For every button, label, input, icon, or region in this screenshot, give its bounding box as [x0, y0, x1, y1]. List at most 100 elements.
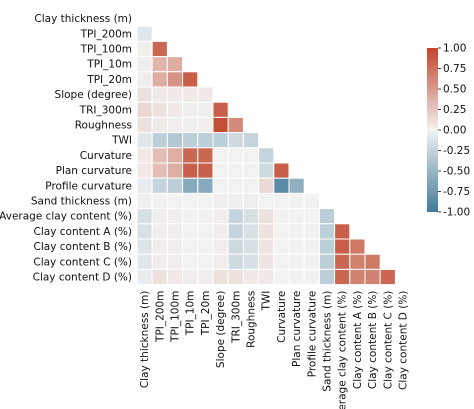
colorbar: 1.00 0.75 0.50 0.25 0.00 -0.25 -0.50 -0.75 -1.00 [427, 43, 470, 219]
column-label-tpi-20m: TPI_20m [200, 291, 212, 337]
heatmap-cell-15-11 [303, 238, 320, 255]
row-label-sand-thickness-m: Sand thickness (m) [31, 196, 132, 208]
heatmap-cell-6-3 [182, 101, 199, 118]
heatmap-cell-11-4 [197, 177, 214, 194]
heatmap-cell-10-1 [151, 162, 168, 179]
heatmap-cell-14-6 [227, 223, 244, 240]
heatmap-cell-13-11 [303, 208, 320, 225]
heatmap-cell-13-12 [318, 208, 336, 225]
heatmap-cell-12-7 [242, 192, 260, 210]
heatmap-cell-5-3 [182, 86, 199, 103]
heatmap-cell-10-0 [136, 162, 153, 179]
heatmap-cell-15-13 [334, 238, 351, 255]
heatmap-cell-17-15 [364, 268, 381, 286]
heatmap-cell-4-1 [151, 71, 168, 88]
heatmap-cell-9-7 [242, 147, 260, 164]
heatmap-cell-8-2 [166, 132, 184, 149]
heatmap-cell-15-6 [227, 238, 244, 255]
row-label-clay-content-d: Clay content D (%) [33, 272, 132, 284]
heatmap-cell-4-2 [166, 71, 184, 88]
heatmap-cell-13-7 [242, 208, 260, 225]
heatmap-cell-17-14 [349, 268, 366, 286]
heatmap-cell-7-0 [136, 116, 153, 134]
heatmap-cell-17-0 [136, 268, 153, 286]
colorbar-tick-label: 0.50 [443, 84, 466, 96]
heatmap-cell-14-2 [166, 223, 184, 240]
heatmap-cell-9-1 [151, 147, 168, 164]
row-label-roughness: Roughness [75, 120, 132, 132]
column-label-tri-300m: TRI_300m [230, 291, 242, 344]
heatmap-cell-11-9 [273, 177, 290, 194]
heatmap-cell-6-5 [212, 101, 229, 118]
heatmap-cell-11-5 [212, 177, 229, 194]
heatmap-cell-2-1 [151, 40, 168, 58]
heatmap-cell-6-2 [166, 101, 184, 118]
heatmap-cell-17-6 [227, 268, 244, 286]
heatmap-cell-16-9 [273, 253, 290, 270]
heatmap-cell-17-8 [258, 268, 275, 286]
heatmap-cell-8-7 [242, 132, 260, 149]
heatmap-cell-10-3 [182, 162, 199, 179]
heatmap-cell-16-6 [227, 253, 244, 270]
row-label-profile-curvature: Profile curvature [45, 180, 132, 192]
heatmap-cell-2-0 [136, 40, 153, 58]
heatmap-cell-17-5 [212, 268, 229, 286]
heatmap-cell-15-14 [349, 238, 366, 255]
heatmap-cell-14-0 [136, 223, 153, 240]
heatmap-cell-6-0 [136, 101, 153, 118]
heatmap-cell-17-1 [151, 268, 168, 286]
column-label-twi: TWI [261, 291, 273, 312]
heatmap-cell-16-15 [364, 253, 381, 270]
heatmap-cell-8-5 [212, 132, 229, 149]
heatmap-cell-8-3 [182, 132, 199, 149]
heatmap-cell-3-0 [136, 56, 153, 73]
heatmap-cell-16-5 [212, 253, 229, 270]
heatmap-cell-8-1 [151, 132, 168, 149]
heatmap-cell-15-7 [242, 238, 260, 255]
heatmap-cell-14-9 [273, 223, 290, 240]
heatmap-cell-9-3 [182, 147, 199, 164]
row-label-twi: TWI [111, 135, 132, 147]
heatmap-cell-9-8 [258, 147, 275, 164]
heatmap-cell-17-3 [182, 268, 199, 286]
row-label-tpi-200m: TPI_200m [80, 28, 132, 40]
row-label-curvature: Curvature [80, 150, 132, 162]
heatmap-cell-9-5 [212, 147, 229, 164]
heatmap-cell-14-7 [242, 223, 260, 240]
colorbar-tick-label: -0.25 [443, 145, 470, 157]
heatmap-cell-13-4 [197, 208, 214, 225]
heatmap-cell-15-9 [273, 238, 290, 255]
heatmap-cell-15-2 [166, 238, 184, 255]
colorbar-tick-label: 0.75 [443, 63, 466, 75]
heatmap-cell-14-8 [258, 223, 275, 240]
heatmap-cell-17-9 [273, 268, 290, 286]
heatmap-cell-15-12 [318, 238, 336, 255]
column-label-clay-thickness-m: Clay thickness (m) [139, 291, 151, 389]
column-label-average-clay-content: Average clay content (%) [337, 291, 349, 409]
heatmap-cell-15-5 [212, 238, 229, 255]
heatmap-cell-13-5 [212, 208, 229, 225]
heatmap-cell-17-4 [197, 268, 214, 286]
heatmap-cell-5-4 [197, 86, 214, 103]
colorbar-tick-label: 0.25 [443, 104, 466, 116]
heatmap-cell-7-5 [212, 116, 229, 134]
heatmap-cell-10-5 [212, 162, 229, 179]
heatmap-cell-10-9 [273, 162, 290, 179]
colorbar-tick-label: -0.50 [443, 166, 470, 178]
heatmap-cell-14-13 [334, 223, 351, 240]
heatmap-cell-17-11 [303, 268, 320, 286]
heatmap-cell-16-4 [197, 253, 214, 270]
colorbar-tick-label: 0.00 [443, 125, 466, 137]
heatmap-cell-8-0 [136, 132, 153, 149]
heatmap-cell-17-2 [166, 268, 184, 286]
heatmap-cell-10-2 [166, 162, 184, 179]
row-label-clay-content-b: Clay content B (%) [34, 241, 132, 253]
heatmap-cell-16-14 [349, 253, 366, 270]
row-label-average-clay-content: Average clay content (%) [0, 211, 132, 223]
heatmap-cell-11-2 [166, 177, 184, 194]
row-label-tri-300m: TRI_300m [79, 104, 132, 116]
heatmap-cell-14-3 [182, 223, 199, 240]
heatmap-cell-1-0 [136, 25, 153, 42]
column-labels: Clay thickness (m) TPI_200m TPI_100m TPI_10… [139, 291, 409, 409]
